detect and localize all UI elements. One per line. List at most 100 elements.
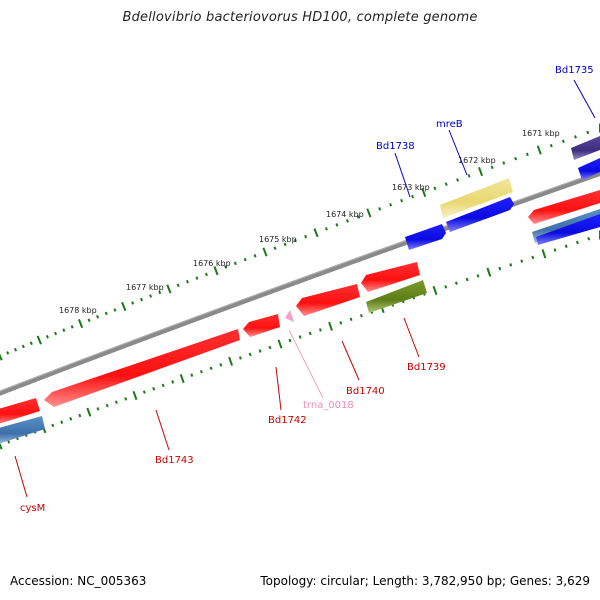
lower-track-tick — [531, 255, 535, 260]
lower-track-tick — [105, 403, 109, 408]
upper-track-tick — [6, 351, 10, 355]
lower-track-tick — [509, 263, 513, 267]
lower-track-tick — [60, 420, 64, 424]
lower-track-tick — [359, 313, 363, 318]
upper-track-tick — [121, 301, 127, 312]
lower-track-tick — [238, 356, 242, 360]
leader-bd1735 — [573, 79, 596, 119]
label-trna0018: trna_0018 — [303, 400, 354, 411]
upper-track-tick — [87, 318, 91, 322]
label-bd1738: Bd1738 — [376, 141, 415, 152]
upper-track-tick — [21, 344, 25, 349]
lower-track-tick — [179, 373, 185, 384]
upper-track-tick — [444, 182, 448, 186]
upper-track-tick — [13, 347, 18, 352]
lower-track-tick — [228, 356, 234, 366]
upper-track-tick — [366, 208, 372, 218]
kbp-label-1673: 1673 kbp — [392, 183, 430, 192]
upper-track-tick — [253, 254, 257, 258]
lower-track-tick — [219, 363, 223, 367]
upper-track-tick — [45, 335, 49, 339]
lower-track-tick — [190, 373, 194, 377]
lower-track-tick — [432, 285, 438, 296]
lower-track-tick — [209, 366, 213, 371]
lower-track-tick — [541, 249, 547, 259]
upper-track-tick — [549, 143, 553, 148]
leader-bd1742 — [275, 366, 282, 411]
gene-right-blue-lower[interactable] — [536, 214, 600, 245]
upper-track-tick — [433, 186, 437, 191]
lower-track-tick — [161, 383, 165, 388]
upper-track-tick — [262, 247, 268, 257]
upper-track-tick — [29, 341, 33, 346]
gene-trna0018[interactable] — [285, 310, 294, 322]
upper-track-tick — [140, 297, 144, 302]
leader-bd1743 — [155, 409, 170, 451]
gene-left-red[interactable] — [0, 398, 40, 425]
kbp-label-1677: 1677 kbp — [126, 283, 164, 292]
gene-mreb[interactable] — [440, 178, 513, 218]
upper-track-tick — [131, 301, 135, 305]
gene-bd1742[interactable] — [243, 314, 280, 337]
lower-track-tick — [444, 285, 448, 289]
lower-track-tick — [564, 244, 568, 249]
lower-track-tick — [69, 417, 73, 421]
lower-track-tick — [298, 335, 302, 339]
kbp-label-1672: 1672 kbp — [458, 156, 496, 165]
gene-bd1735[interactable] — [571, 136, 600, 160]
label-bd1739: Bd1739 — [407, 362, 446, 373]
gene-bd1743[interactable] — [44, 329, 240, 407]
gene-bd1739[interactable] — [366, 280, 427, 313]
upper-track-tick — [478, 166, 484, 177]
upper-track-tick — [70, 325, 74, 329]
upper-track-tick — [525, 152, 529, 157]
gene-cysm[interactable] — [0, 416, 45, 445]
upper-track-tick — [283, 242, 287, 247]
lower-track-tick — [124, 397, 128, 401]
lower-track-tick — [96, 407, 100, 411]
upper-tick-track — [0, 123, 600, 361]
gene-blue-forward[interactable] — [446, 197, 514, 232]
upper-track-tick — [224, 265, 228, 269]
lower-track-tick — [258, 349, 262, 353]
upper-track-tick — [195, 276, 199, 280]
upper-track-tick — [36, 335, 42, 345]
gene-right-red[interactable] — [528, 190, 600, 224]
lower-track-tick — [553, 248, 557, 252]
gene-labels: Bd1735 mreB Bd1738 Bd1739 Bd1740 trna_00… — [20, 65, 594, 514]
kbp-label-1674: 1674 kbp — [326, 210, 364, 219]
forward-strand-features — [405, 136, 600, 250]
upper-track-tick — [536, 145, 542, 155]
upper-track-tick — [0, 353, 3, 361]
upper-track-tick — [490, 165, 494, 170]
gene-bd1740[interactable] — [296, 284, 360, 316]
upper-track-tick — [502, 161, 506, 165]
label-cysm: cysM — [20, 503, 45, 514]
upper-track-tick — [574, 135, 577, 139]
lower-track-tick — [0, 442, 3, 450]
upper-track-tick — [176, 283, 180, 288]
upper-track-tick — [514, 156, 518, 161]
upper-track-tick — [243, 257, 247, 262]
upper-track-tick — [113, 308, 117, 312]
lower-track-tick — [277, 339, 283, 349]
upper-track-tick — [346, 219, 349, 223]
upper-track-tick — [273, 246, 277, 250]
gene-right-blue[interactable] — [578, 158, 600, 180]
lower-track-tick — [308, 331, 312, 336]
upper-track-tick — [304, 234, 308, 239]
leader-cysm — [14, 455, 28, 498]
gene-bd1739-red[interactable] — [361, 262, 420, 292]
lower-track-tick — [152, 386, 156, 391]
leader-bd1738 — [394, 152, 411, 198]
genome-summary: Topology: circular; Length: 3,782,950 bp… — [260, 574, 590, 588]
upper-track-tick — [166, 284, 172, 294]
leader-mreb — [448, 129, 468, 176]
label-bd1743: Bd1743 — [155, 455, 194, 466]
upper-track-tick — [204, 272, 208, 277]
gene-bd1738[interactable] — [405, 224, 446, 250]
upper-track-tick — [356, 215, 360, 219]
upper-track-tick — [467, 174, 471, 178]
lower-track-tick — [248, 352, 252, 357]
